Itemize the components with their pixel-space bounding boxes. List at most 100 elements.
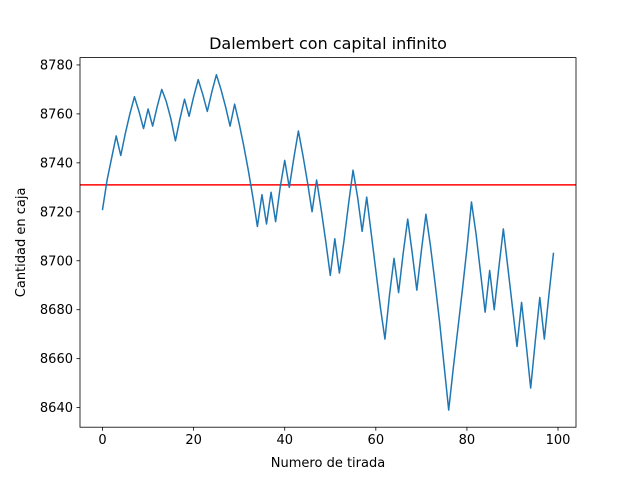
x-tick-label: 80 bbox=[459, 433, 476, 448]
data-point bbox=[101, 208, 103, 210]
data-point bbox=[384, 338, 386, 340]
data-point bbox=[174, 140, 176, 142]
y-tick-label: 8780 bbox=[40, 58, 73, 73]
data-point bbox=[151, 125, 153, 127]
data-point bbox=[183, 98, 185, 100]
data-point bbox=[520, 301, 522, 303]
data-point bbox=[534, 340, 536, 342]
data-point bbox=[498, 267, 500, 269]
data-point bbox=[124, 132, 126, 134]
data-point bbox=[356, 196, 358, 198]
data-point bbox=[502, 228, 504, 230]
data-point bbox=[115, 135, 117, 137]
data-point bbox=[265, 223, 267, 225]
data-point bbox=[224, 105, 226, 107]
data-point bbox=[165, 100, 167, 102]
x-tick-label: 40 bbox=[276, 433, 293, 448]
data-point bbox=[120, 154, 122, 156]
data-point bbox=[142, 127, 144, 129]
data-point bbox=[284, 159, 286, 161]
y-tick-label: 8660 bbox=[40, 352, 73, 367]
data-point bbox=[461, 289, 463, 291]
data-point bbox=[475, 233, 477, 235]
data-point bbox=[397, 291, 399, 293]
y-tick-label: 8640 bbox=[40, 401, 73, 416]
y-tick-label: 8760 bbox=[40, 107, 73, 122]
data-point bbox=[334, 238, 336, 240]
data-point bbox=[215, 74, 217, 76]
data-point bbox=[129, 113, 131, 115]
plot-frame bbox=[79, 57, 577, 428]
data-point bbox=[252, 196, 254, 198]
data-point bbox=[302, 154, 304, 156]
y-tick-label: 8740 bbox=[40, 156, 73, 171]
data-point bbox=[484, 311, 486, 313]
data-point bbox=[338, 272, 340, 274]
data-point bbox=[315, 179, 317, 181]
data-point bbox=[407, 218, 409, 220]
data-point bbox=[161, 88, 163, 90]
series-line bbox=[101, 73, 555, 411]
data-point bbox=[211, 91, 213, 93]
plot-area bbox=[80, 57, 576, 428]
data-point bbox=[179, 118, 181, 120]
data-point bbox=[288, 186, 290, 188]
data-point bbox=[233, 103, 235, 105]
data-point bbox=[366, 196, 368, 198]
data-point bbox=[375, 269, 377, 271]
data-point bbox=[466, 247, 468, 249]
data-point bbox=[325, 240, 327, 242]
data-point bbox=[488, 269, 490, 271]
data-point bbox=[370, 233, 372, 235]
data-point bbox=[270, 191, 272, 193]
data-point bbox=[110, 157, 112, 159]
data-point bbox=[525, 343, 527, 345]
y-tick-label: 8680 bbox=[40, 303, 73, 318]
data-point bbox=[297, 130, 299, 132]
x-tick-label: 60 bbox=[368, 433, 385, 448]
data-point bbox=[238, 122, 240, 124]
data-point bbox=[156, 105, 158, 107]
data-point bbox=[188, 115, 190, 117]
data-point bbox=[425, 213, 427, 215]
data-point bbox=[479, 272, 481, 274]
data-point bbox=[447, 409, 449, 411]
x-axis-ticks: 0 20 40 60 80 100 bbox=[98, 427, 570, 448]
data-point bbox=[529, 387, 531, 389]
data-point bbox=[402, 252, 404, 254]
data-point bbox=[443, 365, 445, 367]
data-point bbox=[470, 201, 472, 203]
data-point bbox=[274, 220, 276, 222]
data-point bbox=[311, 211, 313, 213]
data-point bbox=[133, 96, 135, 98]
data-point bbox=[416, 289, 418, 291]
data-point bbox=[256, 225, 258, 227]
data-point bbox=[192, 96, 194, 98]
data-point bbox=[343, 240, 345, 242]
y-axis-label: Cantidad en caja bbox=[14, 188, 29, 298]
data-point bbox=[516, 345, 518, 347]
data-point bbox=[388, 294, 390, 296]
data-point bbox=[279, 186, 281, 188]
data-point bbox=[493, 309, 495, 311]
data-point bbox=[197, 78, 199, 80]
y-axis-ticks: 8640 8660 8680 8700 8720 8740 8760 8780 bbox=[40, 58, 80, 416]
data-point bbox=[552, 252, 554, 254]
data-point bbox=[320, 208, 322, 210]
data-point bbox=[206, 110, 208, 112]
data-point bbox=[261, 193, 263, 195]
data-point bbox=[306, 181, 308, 183]
x-tick-label: 100 bbox=[546, 433, 571, 448]
data-point bbox=[361, 230, 363, 232]
data-point bbox=[548, 294, 550, 296]
data-point bbox=[202, 93, 204, 95]
data-point bbox=[106, 179, 108, 181]
data-point bbox=[452, 367, 454, 369]
data-point bbox=[429, 245, 431, 247]
data-point bbox=[393, 257, 395, 259]
data-point bbox=[420, 250, 422, 252]
data-point bbox=[457, 328, 459, 330]
y-tick-label: 8720 bbox=[40, 205, 73, 220]
data-point bbox=[539, 296, 541, 298]
